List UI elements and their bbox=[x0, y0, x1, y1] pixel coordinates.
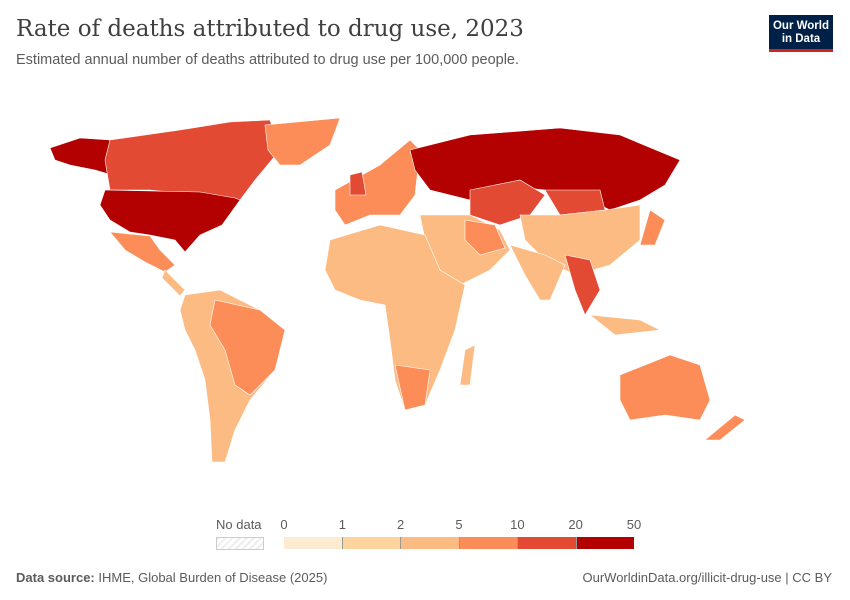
legend-bin-0[interactable] bbox=[284, 537, 342, 549]
legend-bin-1[interactable] bbox=[341, 537, 400, 549]
region-southeast-asia[interactable] bbox=[564, 254, 601, 316]
region-uk[interactable] bbox=[349, 171, 367, 196]
legend-tick: 1 bbox=[338, 517, 346, 532]
legend-bin-5[interactable] bbox=[575, 537, 634, 549]
region-japan[interactable] bbox=[639, 209, 666, 246]
chart-title: Rate of deaths attributed to drug use, 2… bbox=[16, 16, 524, 42]
source-url[interactable]: OurWorldinData.org/illicit-drug-use bbox=[582, 570, 782, 585]
legend-tick: 20 bbox=[568, 517, 583, 532]
no-data-swatch[interactable] bbox=[216, 537, 264, 550]
legend-bin-2[interactable] bbox=[400, 537, 459, 549]
legend-color-bar bbox=[284, 537, 634, 549]
region-usa[interactable] bbox=[99, 189, 241, 253]
footer-link[interactable]: OurWorldinData.org/illicit-drug-use | CC… bbox=[582, 570, 832, 585]
legend-tick: 50 bbox=[626, 517, 642, 532]
data-source: Data source: IHME, Global Burden of Dise… bbox=[16, 570, 327, 585]
region-alaska[interactable] bbox=[49, 137, 113, 176]
legend-tick: 0 bbox=[280, 517, 288, 532]
legend-bin-4[interactable] bbox=[517, 537, 576, 549]
logo-line-1: Our World bbox=[772, 20, 829, 32]
region-central-america[interactable] bbox=[161, 269, 186, 297]
region-mexico[interactable] bbox=[109, 231, 176, 273]
region-russia[interactable] bbox=[409, 127, 681, 211]
region-iran[interactable] bbox=[464, 219, 506, 256]
region-brazil[interactable] bbox=[209, 299, 286, 396]
legend-tick: 10 bbox=[510, 517, 525, 532]
source-text[interactable]: IHME, Global Burden of Disease (2025) bbox=[98, 570, 328, 585]
region-madagascar[interactable] bbox=[459, 344, 476, 386]
region-greenland[interactable] bbox=[264, 117, 341, 166]
region-europe[interactable] bbox=[334, 139, 421, 226]
region-new-zealand[interactable] bbox=[704, 414, 746, 441]
logo-line-2: in Data bbox=[781, 33, 821, 45]
region-canada[interactable] bbox=[104, 119, 281, 201]
world-map[interactable] bbox=[0, 100, 850, 510]
region-southern-africa[interactable] bbox=[394, 364, 431, 411]
source-label: Data source: bbox=[16, 570, 95, 585]
legend-tick: 2 bbox=[397, 517, 405, 532]
legend-bin-3[interactable] bbox=[458, 537, 517, 549]
no-data-label: No data bbox=[216, 517, 262, 532]
region-indonesia[interactable] bbox=[589, 314, 662, 336]
region-australia[interactable] bbox=[619, 354, 711, 421]
region-india[interactable] bbox=[509, 244, 566, 301]
legend-tick: 5 bbox=[455, 517, 463, 532]
chart-subtitle: Estimated annual number of deaths attrib… bbox=[16, 52, 520, 68]
owid-logo[interactable]: Our World in Data bbox=[769, 15, 833, 52]
license[interactable]: CC BY bbox=[792, 570, 832, 585]
